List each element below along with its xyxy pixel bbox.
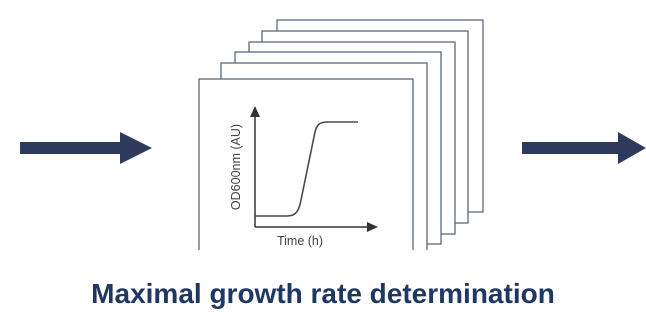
growth-curve-diagram: OD600nm (AU) Time (h): [20, 19, 646, 250]
left-arrow-icon: [20, 132, 152, 164]
x-axis-label: Time (h): [277, 234, 323, 248]
right-arrow-icon: [522, 132, 646, 164]
x-axis-arrowhead: [367, 222, 378, 232]
y-axis-arrowhead: [250, 106, 260, 117]
growth-curve: [255, 121, 358, 217]
stacked-plates: [198, 19, 484, 250]
diagram-caption: Maximal growth rate determination: [91, 278, 555, 309]
plate-frame-front: [198, 78, 414, 250]
growth-plot: OD600nm (AU) Time (h): [229, 106, 378, 248]
y-axis-label: OD600nm (AU): [229, 124, 243, 210]
